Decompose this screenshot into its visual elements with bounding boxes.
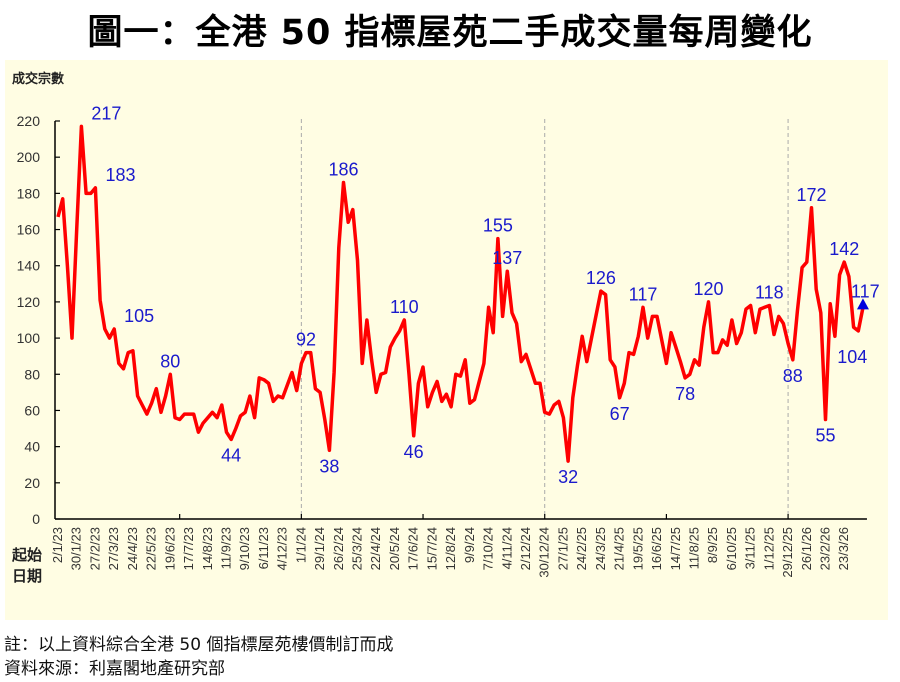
data-label: 126 <box>586 268 616 288</box>
data-label: 117 <box>851 281 880 301</box>
footnote: 註：以上資料綜合全港 50 個指標屋苑樓價制訂而成 <box>4 635 394 655</box>
x-tick-label: 11/9/23 <box>218 527 233 569</box>
y-tick-label: 60 <box>24 402 40 418</box>
x-tick-label: 24/2/25 <box>574 527 589 570</box>
data-label: 186 <box>328 160 358 180</box>
x-tick-label: 29/12/25 <box>780 527 795 578</box>
x-tick-label: 22/4/24 <box>368 527 383 570</box>
y-tick-label: 80 <box>24 366 40 382</box>
data-label: 117 <box>629 284 658 304</box>
data-label: 44 <box>221 445 241 465</box>
data-label: 55 <box>816 426 836 446</box>
x-tick-label: 23/2/26 <box>818 527 833 570</box>
data-label: 80 <box>160 351 180 371</box>
x-tick-label: 12/8/24 <box>443 527 458 570</box>
y-tick-label: 200 <box>17 149 41 165</box>
x-tick-label: 17/7/23 <box>181 527 196 570</box>
x-tick-label: 22/5/23 <box>144 527 159 570</box>
x-tick-label: 29/1/24 <box>312 527 327 570</box>
series-line <box>56 124 865 463</box>
data-label: 118 <box>755 283 784 303</box>
x-tick-label: 1/1/24 <box>293 527 308 563</box>
x-tick-label: 8/9/25 <box>705 527 720 563</box>
data-label: 183 <box>105 165 135 185</box>
x-tick-label: 19/5/25 <box>630 527 645 570</box>
x-tick-label: 11/8/25 <box>686 527 701 569</box>
data-label: 38 <box>319 456 339 476</box>
x-tick-label: 9/9/24 <box>462 527 477 563</box>
x-tick-label: 20/5/24 <box>387 527 402 570</box>
x-tick-label: 14/7/25 <box>668 527 683 570</box>
y-tick-label: 140 <box>17 258 41 274</box>
x-tick-label: 30/1/23 <box>69 527 84 570</box>
y-tick-label: 180 <box>17 185 41 201</box>
data-label: 155 <box>483 216 513 236</box>
x-tick-label: 7/10/24 <box>481 527 496 570</box>
data-label: 88 <box>783 366 803 386</box>
x-axis-title: 起始 <box>11 546 42 564</box>
data-label: 120 <box>693 279 723 299</box>
data-label: 217 <box>91 103 121 123</box>
data-label: 92 <box>296 330 316 350</box>
x-tick-label: 26/2/24 <box>331 527 346 570</box>
x-tick-label: 2/12/24 <box>518 527 533 570</box>
x-tick-label: 6/11/23 <box>256 527 271 569</box>
chart-panel <box>5 60 888 620</box>
chart-title: 圖一：全港 50 指標屋苑二手成交量每周變化 <box>87 13 813 53</box>
data-label: 67 <box>610 404 630 424</box>
x-tick-label: 3/11/25 <box>743 527 758 569</box>
y-tick-label: 40 <box>24 439 40 455</box>
x-tick-label: 15/7/24 <box>424 527 439 570</box>
y-axis-title: 成交宗數 <box>12 71 64 87</box>
data-label: 137 <box>492 248 522 268</box>
x-tick-label: 24/3/25 <box>593 527 608 570</box>
y-tick-label: 120 <box>17 294 41 310</box>
data-label: 32 <box>558 467 578 487</box>
y-tick-label: 220 <box>17 113 41 129</box>
y-tick-label: 160 <box>17 222 41 238</box>
data-label: 105 <box>124 306 154 326</box>
y-tick-label: 0 <box>32 511 40 527</box>
x-tick-label: 9/10/23 <box>237 527 252 570</box>
triangle-up-icon <box>856 298 869 310</box>
x-tick-label: 26/1/26 <box>799 527 814 570</box>
data-label: 104 <box>837 347 867 367</box>
data-label: 78 <box>675 384 695 404</box>
x-tick-label: 4/12/23 <box>275 527 290 570</box>
x-tick-label: 4/11/24 <box>499 527 514 569</box>
x-tick-label: 21/4/25 <box>612 527 627 570</box>
x-tick-label: 19/6/23 <box>162 527 177 570</box>
x-tick-label: 17/6/24 <box>406 527 421 570</box>
x-axis-title: 日期 <box>12 567 42 585</box>
x-tick-label: 6/10/25 <box>724 527 739 570</box>
x-tick-label: 27/2/23 <box>87 527 102 570</box>
source-note: 資料來源：利嘉閣地產研究部 <box>4 659 225 679</box>
x-tick-label: 25/3/24 <box>350 527 365 570</box>
data-label: 172 <box>796 185 826 205</box>
y-tick-label: 100 <box>17 330 41 346</box>
data-label: 110 <box>390 297 419 317</box>
data-label: 46 <box>404 442 424 462</box>
x-tick-label: 14/8/23 <box>200 527 215 570</box>
x-tick-label: 1/12/25 <box>761 527 776 570</box>
x-tick-label: 16/6/25 <box>649 527 664 570</box>
x-tick-label: 23/3/26 <box>836 527 851 570</box>
x-tick-label: 27/3/23 <box>106 527 121 570</box>
x-tick-label: 30/12/24 <box>537 527 552 578</box>
x-tick-label: 24/4/23 <box>125 527 140 570</box>
x-tick-label: 27/1/25 <box>555 527 570 570</box>
x-tick-label: 2/1/23 <box>50 527 65 563</box>
data-label: 142 <box>829 239 859 259</box>
y-tick-label: 20 <box>24 475 40 491</box>
